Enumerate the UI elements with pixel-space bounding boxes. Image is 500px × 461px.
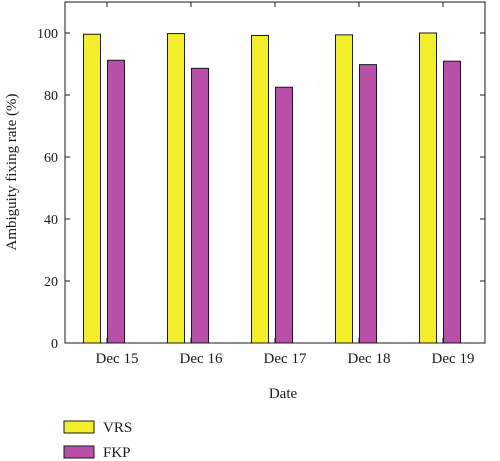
y-tick-label: 0	[51, 337, 58, 352]
x-axis: Dec 15 Dec 16 Dec 17 Dec 18 Dec 19	[96, 2, 475, 367]
x-tick-label: Dec 19	[432, 351, 475, 367]
x-tick-label: Dec 15	[96, 351, 139, 367]
bar-vrs-dec-17	[251, 34, 269, 344]
bar-fkp-dec-16	[191, 67, 209, 344]
bar-vrs-dec-15	[83, 33, 101, 344]
legend-swatch-vrs	[63, 420, 95, 434]
y-axis-label: Ambiguity fixing rate (%)	[4, 93, 20, 250]
bars-group	[83, 32, 461, 344]
bar-fkp-dec-15	[107, 59, 125, 344]
y-tick-label: 40	[44, 213, 58, 228]
x-tick-label: Dec 16	[180, 351, 223, 367]
y-tick-label: 60	[44, 151, 58, 166]
x-axis-label: Date	[269, 386, 298, 402]
bar-fkp-dec-18	[359, 64, 377, 344]
legend-swatch-fkp	[63, 445, 95, 459]
legend-label-vrs: VRS	[103, 420, 132, 436]
x-tick-label: Dec 17	[264, 351, 307, 367]
bar-vrs-dec-19	[419, 32, 437, 344]
y-tick-label: 20	[44, 275, 58, 290]
bar-fkp-dec-19	[443, 60, 461, 344]
x-tick-label: Dec 18	[348, 351, 391, 367]
legend-label-fkp: FKP	[103, 445, 131, 461]
y-tick-label: 80	[44, 89, 58, 104]
y-tick-label: 100	[37, 27, 58, 42]
bar-vrs-dec-16	[167, 33, 185, 344]
legend: VRS FKP	[63, 420, 132, 461]
bar-vrs-dec-18	[335, 34, 353, 344]
y-axis: 0 20 40 60 80 100	[37, 27, 485, 352]
bar-fkp-dec-17	[275, 86, 293, 344]
